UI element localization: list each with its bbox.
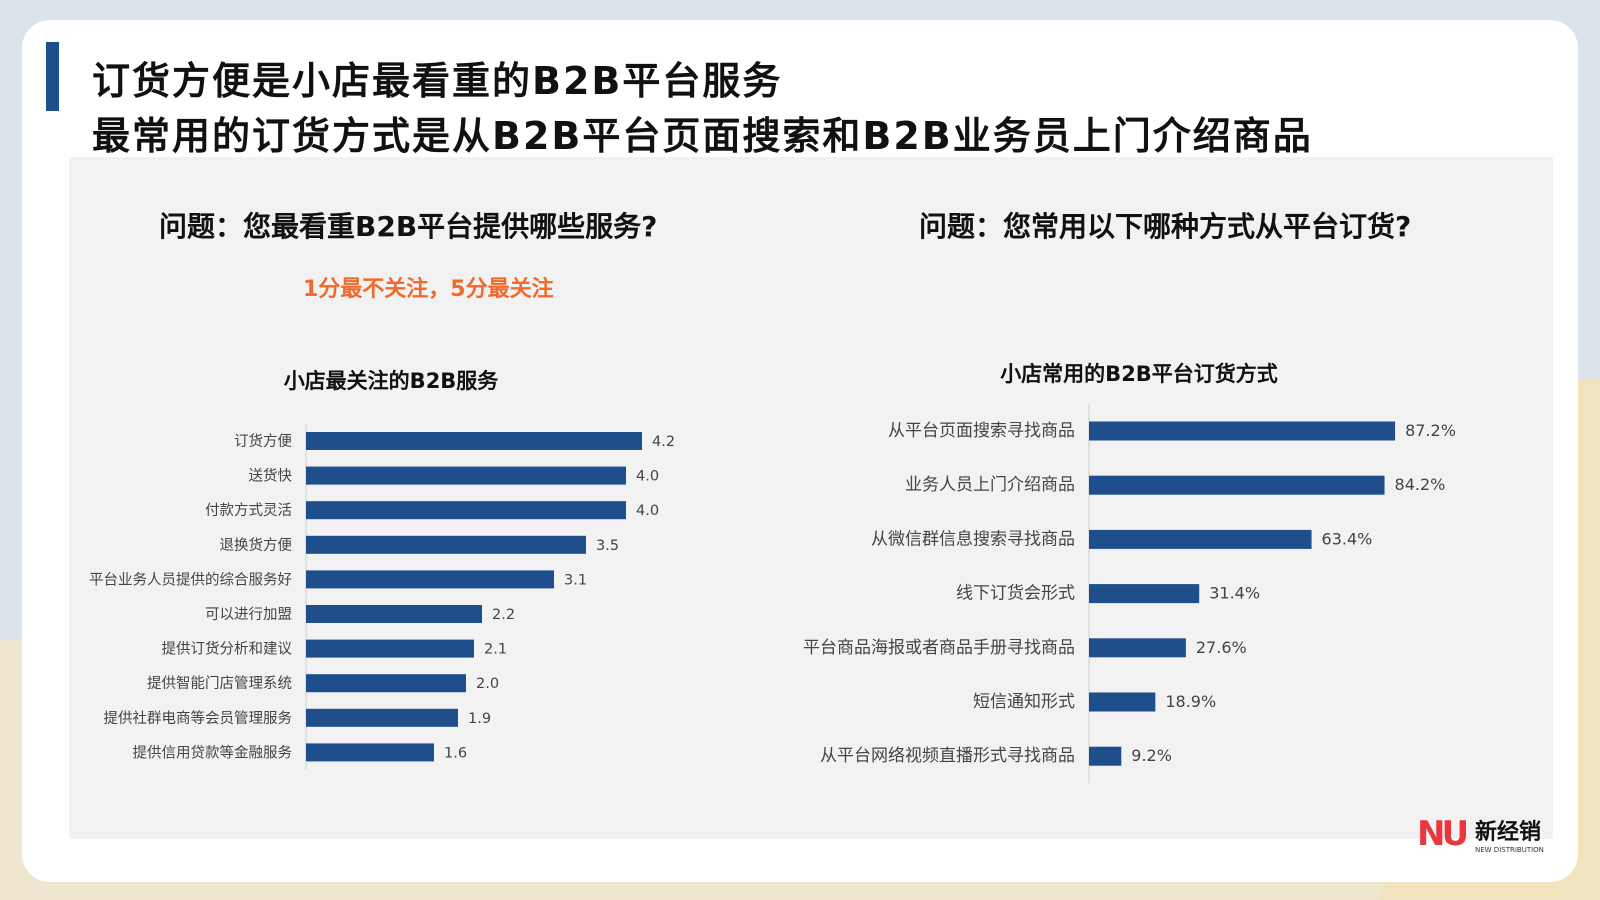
brand-logo: NU 新经销 NEW DISTRIBUTION bbox=[1417, 810, 1557, 860]
logo-english-text: NEW DISTRIBUTION bbox=[1475, 846, 1544, 854]
data-label: 63.4% bbox=[1322, 529, 1373, 548]
bar bbox=[1089, 692, 1156, 712]
category-label: 业务人员上门介绍商品 bbox=[905, 475, 1075, 495]
slide-card: 订货方便是小店最看重的B2B平台服务 最常用的订货方式是从B2B平台页面搜索和B… bbox=[22, 20, 1578, 882]
data-label: 2.2 bbox=[492, 607, 515, 623]
bar bbox=[1089, 421, 1396, 441]
rating-scale-note: 1分最不关注，5分最关注 bbox=[303, 277, 554, 302]
bar bbox=[1089, 529, 1312, 549]
logo-chinese-text: 新经销 bbox=[1475, 820, 1542, 845]
category-label: 短信通知形式 bbox=[973, 692, 1075, 712]
category-label: 订货方便 bbox=[234, 433, 292, 450]
data-label: 18.9% bbox=[1165, 692, 1216, 711]
data-label: 4.0 bbox=[636, 469, 659, 485]
data-label: 27.6% bbox=[1196, 638, 1247, 657]
category-label: 平台业务人员提供的综合服务好 bbox=[89, 571, 292, 588]
bar bbox=[1089, 584, 1200, 604]
category-label: 平台商品海报或者商品手册寻找商品 bbox=[803, 638, 1075, 658]
title-accent-bar bbox=[46, 42, 59, 111]
data-label: 31.4% bbox=[1209, 584, 1260, 603]
content-panel: 问题：您最看重B2B平台提供哪些服务? 问题：您常用以下哪种方式从平台订货? 1… bbox=[69, 157, 1553, 839]
chart-title: 小店常用的B2B平台订货方式 bbox=[1000, 362, 1278, 386]
data-label: 87.2% bbox=[1405, 421, 1456, 440]
bar bbox=[306, 501, 626, 520]
category-label: 提供订货分析和建议 bbox=[162, 641, 293, 658]
data-label: 3.5 bbox=[596, 538, 619, 554]
category-label: 送货快 bbox=[249, 468, 293, 485]
category-label: 从平台网络视频直播形式寻找商品 bbox=[820, 746, 1075, 766]
bar bbox=[306, 708, 458, 727]
category-label: 从微信群信息搜索寻找商品 bbox=[871, 529, 1075, 549]
data-label: 1.9 bbox=[468, 711, 491, 727]
category-label: 付款方式灵活 bbox=[205, 502, 292, 519]
data-label: 1.6 bbox=[444, 745, 467, 761]
bar bbox=[306, 674, 466, 693]
data-label: 2.0 bbox=[476, 676, 499, 692]
slide-title-line-2: 最常用的订货方式是从B2B平台页面搜索和B2B业务员上门介绍商品 bbox=[92, 114, 1313, 158]
category-label: 提供智能门店管理系统 bbox=[147, 675, 292, 692]
bar bbox=[306, 570, 554, 589]
bar bbox=[306, 535, 586, 554]
category-label: 提供信用贷款等金融服务 bbox=[133, 743, 293, 761]
bar bbox=[306, 743, 434, 762]
data-label: 3.1 bbox=[564, 572, 587, 588]
data-label: 2.1 bbox=[484, 642, 507, 658]
category-label: 提供社群电商等会员管理服务 bbox=[104, 709, 293, 727]
data-label: 4.0 bbox=[636, 503, 659, 519]
category-label: 线下订货会形式 bbox=[956, 584, 1075, 604]
data-label: 9.2% bbox=[1131, 746, 1172, 765]
bar bbox=[306, 639, 474, 658]
bar bbox=[306, 605, 482, 623]
bar bbox=[1089, 475, 1385, 495]
category-label: 从平台页面搜索寻找商品 bbox=[888, 421, 1075, 441]
left-question: 问题：您最看重B2B平台提供哪些服务? bbox=[159, 210, 658, 243]
logo-mark: NU bbox=[1417, 814, 1469, 854]
data-label: 4.2 bbox=[652, 434, 675, 450]
data-label: 84.2% bbox=[1395, 475, 1446, 494]
chart-title: 小店最关注的B2B服务 bbox=[284, 369, 500, 393]
category-label: 退换货方便 bbox=[220, 537, 293, 554]
bar bbox=[306, 432, 642, 450]
right-question: 问题：您常用以下哪种方式从平台订货? bbox=[919, 210, 1412, 243]
bar bbox=[306, 466, 626, 485]
bar bbox=[1089, 638, 1186, 658]
category-label: 可以进行加盟 bbox=[205, 606, 292, 623]
slide-title-line-1: 订货方便是小店最看重的B2B平台服务 bbox=[92, 59, 783, 103]
bar bbox=[1089, 746, 1122, 766]
